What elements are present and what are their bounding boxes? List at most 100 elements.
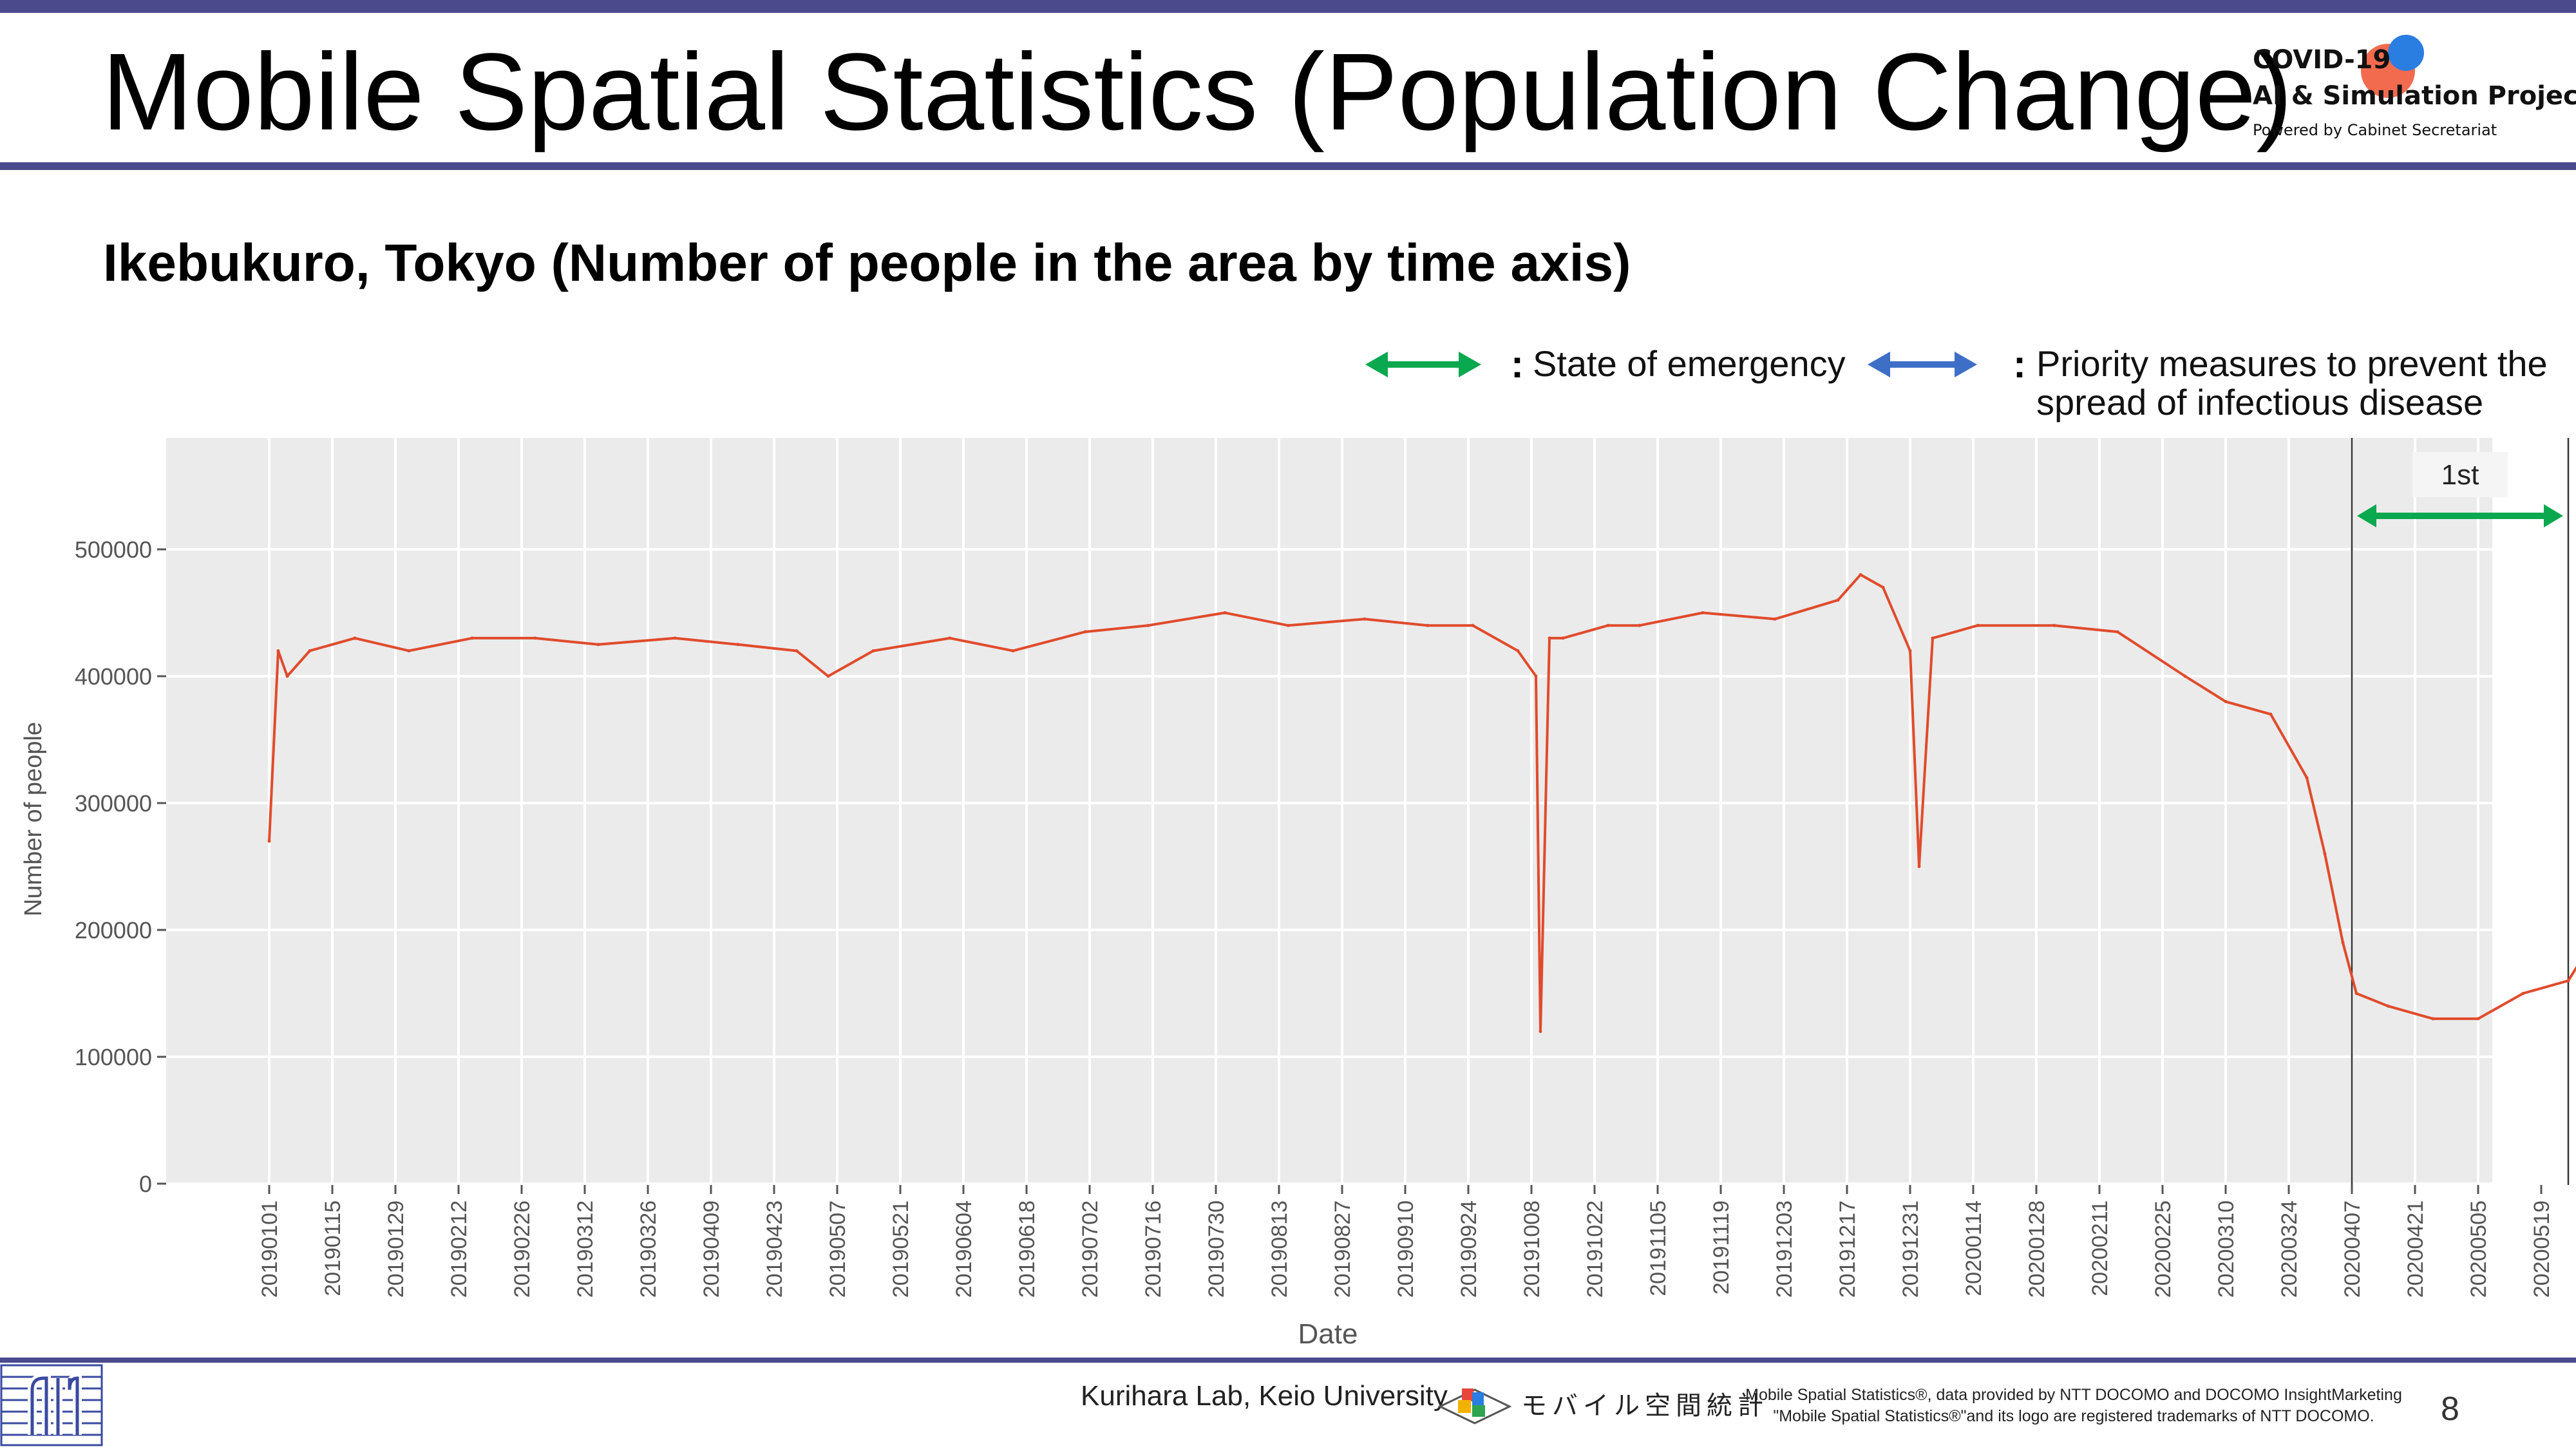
series-point xyxy=(673,636,677,640)
series-point xyxy=(1638,623,1642,627)
x-tick-label: 20190226 xyxy=(510,1200,535,1298)
trademark-notice: Mobile Spatial Statistics®, data provide… xyxy=(1732,1385,2415,1427)
series-point xyxy=(1471,623,1475,627)
series-point xyxy=(2341,941,2345,945)
series-point xyxy=(308,649,312,653)
x-tick-label: 20190618 xyxy=(1015,1200,1039,1298)
project-logo: COVID-19 AI & Simulation Project Powered… xyxy=(2253,31,2576,153)
notice-line-1: Mobile Spatial Statistics®, data provide… xyxy=(1745,1386,2402,1404)
series-point xyxy=(1516,649,1520,653)
series-point xyxy=(1931,636,1935,640)
x-tick-label: 20190129 xyxy=(384,1200,408,1298)
x-tick-label: 20190507 xyxy=(826,1200,850,1298)
grid-lines xyxy=(166,438,2543,1185)
y-tick-label: 300000 xyxy=(75,790,152,817)
series-point xyxy=(1917,865,1921,868)
series-point xyxy=(1539,1030,1542,1034)
x-tick-label: 20191008 xyxy=(1520,1200,1544,1298)
series-point xyxy=(596,643,600,647)
x-tick-label: 20200519 xyxy=(2530,1200,2554,1298)
mobile-spatial-logo: モバイル空間統計 xyxy=(1436,1376,1763,1434)
series-layer xyxy=(267,573,2576,1034)
x-tick-label: 20190827 xyxy=(1331,1200,1355,1298)
series-point xyxy=(470,636,474,640)
plot-background xyxy=(166,438,2492,1185)
arrow-head-left xyxy=(2357,504,2376,527)
legend-emergency-label: State of emergency xyxy=(1533,343,1846,384)
series-point xyxy=(1908,649,1912,653)
series-point xyxy=(267,839,271,843)
series-point xyxy=(1286,623,1290,627)
cube-logo-icon xyxy=(1437,1388,1512,1425)
series-point xyxy=(1859,573,1862,576)
series-point xyxy=(1606,623,1610,627)
arrow-head-right xyxy=(2544,504,2563,527)
series-point xyxy=(2224,699,2228,703)
emergency-arrow xyxy=(2357,504,2563,527)
series-point xyxy=(1773,617,1777,621)
x-tick-label: 20190716 xyxy=(1141,1200,1166,1298)
legend-colon-1: : xyxy=(1511,343,1524,386)
legend-colon-2: : xyxy=(2013,343,2026,386)
x-tick-label: 20190604 xyxy=(952,1200,976,1298)
y-tick-label: 400000 xyxy=(75,663,152,690)
series-point xyxy=(353,636,357,640)
series-point xyxy=(2386,1004,2390,1008)
notice-line-2: "Mobile Spatial Statistics®"and its logo… xyxy=(1773,1407,2374,1425)
series-point xyxy=(1701,611,1705,614)
page-number: 8 xyxy=(2441,1390,2459,1428)
x-tick-label: 20200225 xyxy=(2151,1200,2175,1298)
y-tick-label: 100000 xyxy=(75,1044,152,1070)
x-axis-label: Date xyxy=(1298,1318,1358,1350)
series-point xyxy=(736,643,740,647)
x-tick-label: 20190813 xyxy=(1267,1200,1292,1298)
logo-blue-circle-icon xyxy=(2388,35,2424,71)
y-tick-label: 200000 xyxy=(75,917,152,943)
period-label-box xyxy=(2412,452,2508,497)
series-point xyxy=(276,649,280,653)
x-tick-label: 20200421 xyxy=(2403,1200,2428,1298)
legend-priority-arrow-icon xyxy=(1868,352,1977,377)
period-boundaries xyxy=(2351,438,2570,1185)
x-tick-label: 20200114 xyxy=(1962,1200,1986,1296)
x-tick-label: 20200211 xyxy=(2088,1200,2112,1296)
series-point xyxy=(1881,585,1885,589)
series-point xyxy=(2521,992,2525,995)
x-tick-label: 20190702 xyxy=(1078,1200,1103,1298)
x-tick-label: 20190423 xyxy=(762,1200,787,1298)
x-tick-label: 20191217 xyxy=(1835,1200,1860,1298)
title-rule xyxy=(0,162,2576,170)
chart-subtitle: Ikebukuro, Tokyo (Number of people in th… xyxy=(103,234,1631,292)
series-point xyxy=(2052,623,2056,627)
slide-title: Mobile Spatial Statistics (Population Ch… xyxy=(102,31,2293,153)
series-point xyxy=(1011,649,1015,653)
series-point xyxy=(2183,674,2187,678)
footer-lab-name: Kurihara Lab, Keio University xyxy=(1081,1380,1448,1412)
series-point xyxy=(2354,992,2358,995)
x-tick-label: 20200128 xyxy=(2025,1200,2049,1298)
series-point xyxy=(2323,852,2327,856)
x-tick-label: 20190326 xyxy=(636,1200,661,1298)
x-tick-label: 20190312 xyxy=(573,1200,598,1298)
y-tick-label: 500000 xyxy=(75,536,152,563)
series-point xyxy=(1836,598,1840,602)
x-tick-label: 20190115 xyxy=(321,1200,345,1296)
series-point xyxy=(2116,630,2119,634)
x-tick-label: 20191105 xyxy=(1646,1200,1671,1296)
x-tick-label: 20190409 xyxy=(699,1200,724,1298)
series-point xyxy=(533,636,537,640)
x-tick-label: 20200407 xyxy=(2340,1200,2365,1298)
series-point xyxy=(1083,630,1087,634)
series-point xyxy=(285,674,289,678)
series-point xyxy=(1363,617,1367,621)
series-point xyxy=(948,636,952,640)
logo-line1: COVID-19 xyxy=(2253,45,2391,75)
series-point xyxy=(795,649,799,653)
footer-rule xyxy=(0,1358,2576,1363)
legend-priority-label-1: Priority measures to prevent the xyxy=(2036,343,2548,384)
x-tick-label: 20191119 xyxy=(1709,1200,1734,1294)
x-tick-label: 20190521 xyxy=(889,1200,913,1298)
x-tick-label: 20191203 xyxy=(1772,1200,1797,1298)
period-label: 1st xyxy=(2441,459,2479,491)
logo-line3: Powered by Cabinet Secretariat xyxy=(2253,121,2497,139)
